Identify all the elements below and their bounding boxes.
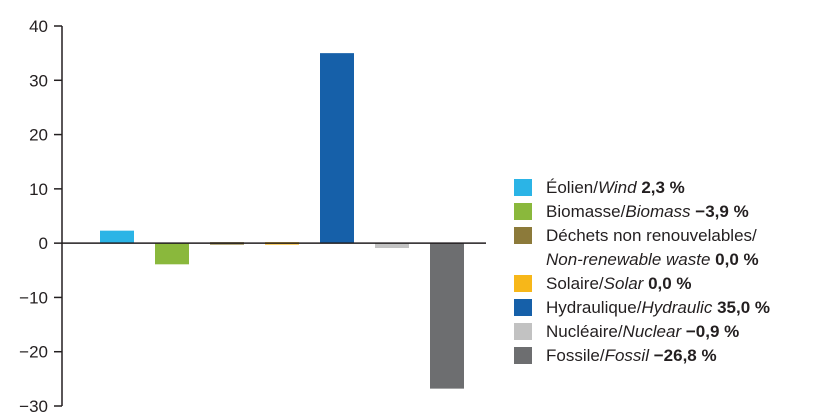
legend-swatch-fossil: [514, 347, 532, 364]
legend-value: 2,3 %: [641, 178, 685, 197]
legend-value: −3,9 %: [695, 202, 749, 221]
y-axis: 40 30 20 10 0 −10 −20 −30: [19, 17, 63, 416]
legend-separator: /: [593, 178, 598, 197]
legend-label-en: Non-renewable waste: [546, 250, 711, 269]
legend-swatch-biomass: [514, 203, 532, 220]
legend-value: 0,0 %: [648, 274, 692, 293]
legend-label-fr: Fossile: [546, 346, 600, 365]
legend-separator: /: [617, 322, 623, 341]
legend-value: 35,0 %: [717, 298, 770, 317]
legend-label-en: Hydraulic: [641, 298, 713, 317]
y-tick-label: −30: [19, 397, 48, 416]
y-tick-label: 40: [29, 17, 48, 36]
legend: Éolien/Wind 2,3 % Biomasse/Biomass −3,9 …: [514, 176, 833, 368]
legend-label-en: Fossil: [604, 346, 649, 365]
bar-fossil: [430, 243, 464, 389]
bar-hydro: [320, 53, 354, 244]
bar-biomass: [155, 243, 189, 265]
legend-swatch-wind: [514, 179, 532, 196]
legend-value: 0,0 %: [715, 250, 759, 269]
legend-separator: /: [599, 346, 605, 365]
legend-label-en: Biomass: [625, 202, 691, 221]
legend-swatch-hydro: [514, 299, 532, 316]
legend-item-biomass: Biomasse/Biomass −3,9 %: [514, 200, 833, 224]
legend-swatch-nuclear: [514, 323, 532, 340]
y-tick-label: 10: [29, 180, 48, 199]
legend-separator: /: [620, 202, 626, 221]
legend-item-wind: Éolien/Wind 2,3 %: [514, 176, 833, 200]
y-tick-label: 30: [29, 71, 48, 90]
legend-label-en: Nuclear: [622, 322, 682, 341]
legend-item-fossil: Fossile/Fossil −26,8 %: [514, 344, 833, 368]
legend-label-fr: Nucléaire: [546, 322, 618, 341]
legend-separator: /: [636, 298, 642, 317]
y-tick-label: 20: [29, 126, 48, 145]
legend-label-en: Solar: [603, 274, 644, 293]
legend-item-nuclear: Nucléaire/Nuclear −0,9 %: [514, 320, 833, 344]
y-tick-label: 0: [39, 234, 48, 253]
legend-label-fr: Hydraulique: [546, 298, 637, 317]
legend-label-fr: Déchets non renouvelables: [546, 226, 753, 245]
legend-label-fr: Biomasse: [546, 202, 621, 221]
legend-swatch-solar: [514, 275, 532, 292]
bar-wind: [100, 230, 134, 244]
legend-label-en: Wind: [598, 178, 637, 197]
legend-label-fr: Éolien: [546, 178, 594, 197]
bars: [62, 53, 486, 389]
legend-value: −0,9 %: [685, 322, 740, 341]
bar-nuclear: [375, 243, 409, 249]
legend-label-fr: Solaire: [546, 274, 599, 293]
legend-swatch-waste: [514, 227, 532, 244]
legend-value: −26,8 %: [653, 346, 717, 365]
legend-item-hydro: Hydraulique/Hydraulic 35,0 %: [514, 296, 833, 320]
legend-item-waste: Déchets non renouvelables/ Non-renewable…: [514, 224, 833, 272]
legend-separator: /: [598, 274, 604, 293]
legend-item-solar: Solaire/Solar 0,0 %: [514, 272, 833, 296]
y-tick-label: −10: [19, 288, 48, 307]
y-tick-label: −20: [19, 343, 48, 362]
legend-separator: /: [752, 226, 757, 245]
